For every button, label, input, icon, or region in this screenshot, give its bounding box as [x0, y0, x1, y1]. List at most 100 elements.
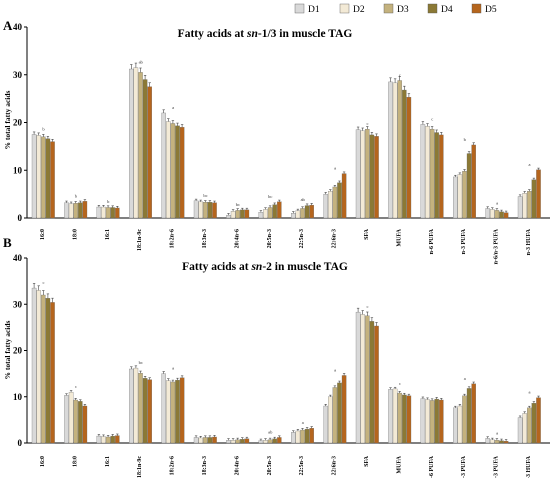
bar — [207, 437, 213, 444]
bar — [142, 79, 148, 219]
bar — [309, 428, 314, 444]
bar — [203, 202, 208, 219]
bar — [295, 210, 301, 219]
significance-letter: a — [529, 390, 531, 395]
bar — [36, 135, 41, 219]
bar — [235, 439, 240, 444]
x-tick-label: 18:2n-6 — [170, 229, 176, 248]
bar — [392, 388, 398, 444]
bar — [365, 315, 370, 444]
bar — [291, 213, 296, 219]
panel-letter-b: B — [3, 235, 12, 250]
bar — [212, 202, 217, 219]
bar — [323, 193, 328, 219]
bar — [388, 389, 393, 444]
bar — [226, 214, 231, 219]
bar — [179, 377, 185, 444]
bar — [96, 435, 102, 444]
bar — [110, 435, 115, 444]
bar — [170, 123, 176, 219]
x-tick-label: MUFA — [396, 228, 402, 246]
bar — [64, 202, 69, 219]
x-tick-label: n-3 HUFA — [526, 455, 532, 478]
bar — [263, 209, 268, 219]
bar — [471, 383, 476, 444]
legend-swatch-d5 — [471, 3, 482, 14]
bar — [503, 212, 509, 219]
bar — [203, 437, 208, 444]
significance-letter: ab — [301, 197, 306, 202]
x-tick-label: 22:5n-3 — [299, 456, 305, 475]
x-tick-label: n-3 HUFA — [526, 228, 532, 255]
bar — [78, 401, 83, 444]
bar — [82, 201, 88, 219]
chart-title: Fatty acids at sn-2 in muscle TAG — [182, 261, 348, 273]
legend-swatch-d1 — [294, 3, 305, 14]
bar — [337, 182, 342, 219]
bar — [406, 395, 412, 444]
bar — [328, 191, 333, 219]
bar — [457, 405, 463, 444]
bar — [263, 440, 268, 444]
x-tick-label: 20:4n-6 — [234, 229, 240, 248]
significance-letter: a — [496, 430, 498, 435]
significance-letter: bc — [268, 194, 272, 199]
bar — [527, 407, 532, 444]
y-axis-label: % total fatty acids — [3, 90, 12, 149]
legend-swatch-d3 — [383, 3, 394, 14]
bar — [291, 432, 296, 444]
bar — [453, 407, 458, 444]
x-tick-label: 18:3n-3 — [202, 456, 208, 475]
bar — [360, 130, 365, 219]
legend-label-d2: D2 — [353, 5, 365, 15]
legend-label-d3: D3 — [397, 5, 409, 15]
bar — [522, 193, 527, 219]
bar — [175, 125, 180, 219]
panel-b: B Fatty acids at sn-2 in muscle TAG % tota… — [3, 235, 550, 478]
significance-letter: bc — [203, 193, 207, 198]
bar — [499, 440, 504, 444]
bar — [161, 112, 166, 219]
bar — [147, 86, 152, 219]
bar — [31, 134, 37, 219]
bar — [365, 129, 370, 219]
y-axis-label: % total fatty acids — [3, 320, 12, 379]
bar — [494, 440, 500, 444]
bar — [457, 174, 463, 219]
bar — [147, 379, 152, 444]
legend: D1 D2 D3 D4 D5 — [294, 3, 497, 15]
y-tick-label: 30 — [13, 299, 23, 309]
bar — [50, 302, 55, 444]
bar — [170, 381, 176, 444]
x-tick-label: 20:4n-6 — [234, 456, 240, 475]
bar — [503, 440, 509, 444]
bar — [258, 440, 264, 444]
bar — [41, 136, 46, 219]
x-tick-label: n-6 PUFA — [429, 228, 435, 254]
legend-label-d4: D4 — [441, 5, 453, 15]
bar — [73, 399, 78, 444]
bar — [272, 438, 277, 444]
bar — [277, 437, 282, 444]
x-tick-label: 18:1n-9c — [137, 229, 143, 251]
bar — [374, 325, 379, 444]
bar — [68, 203, 74, 219]
x-tick-label: 16:1 — [105, 229, 111, 240]
bar — [240, 439, 245, 444]
bar — [402, 394, 407, 444]
panel-a: A Fatty acids at sn-1/3 in muscle TAG % to… — [3, 18, 550, 264]
bar — [175, 379, 180, 444]
bar — [138, 72, 143, 219]
bar — [369, 134, 375, 219]
bar — [466, 153, 472, 219]
bar — [244, 438, 250, 444]
bar — [198, 201, 203, 219]
significance-letter: bc — [139, 360, 143, 365]
bar — [193, 200, 199, 219]
significance-letter: b — [464, 137, 467, 142]
significance-letter: a — [334, 166, 336, 171]
x-tick-label: 16:0 — [40, 456, 46, 467]
bar — [485, 438, 490, 444]
bar — [295, 430, 301, 444]
panel-letter-a: A — [3, 18, 13, 33]
